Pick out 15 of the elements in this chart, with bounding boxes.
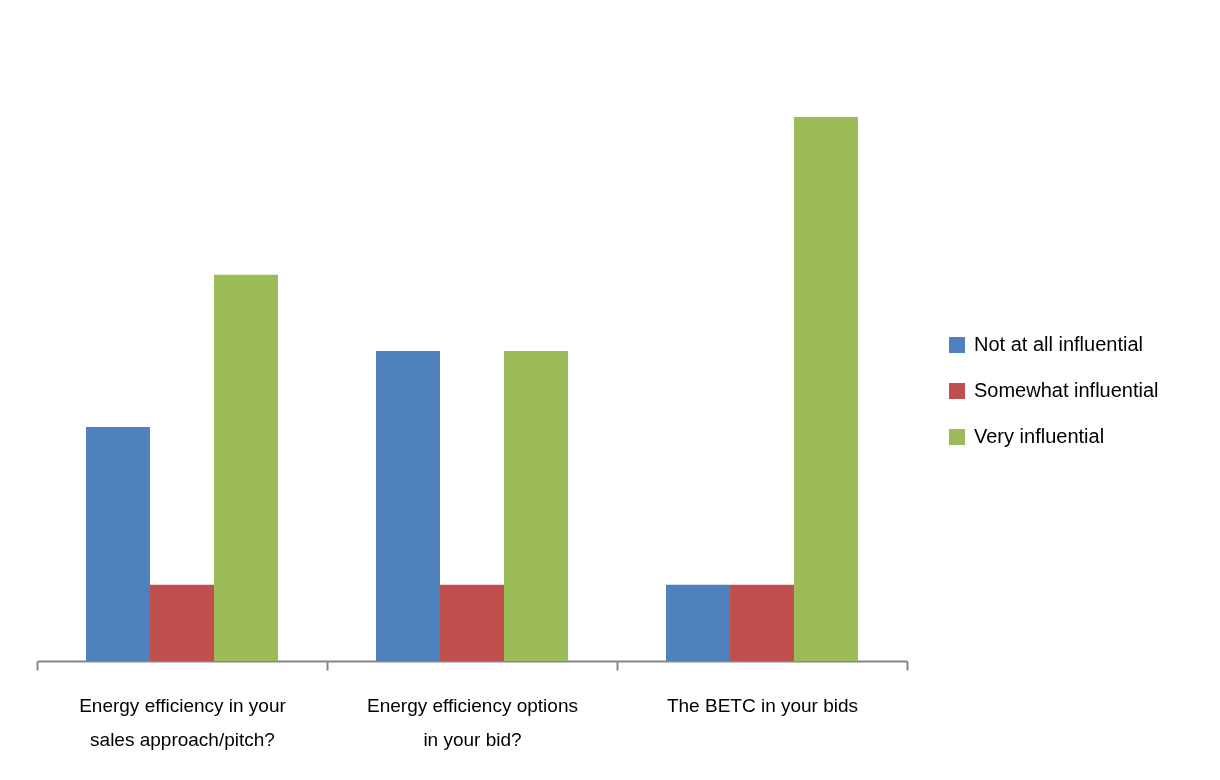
bar: [503, 350, 568, 661]
x-tick-label: Energy efficiency in your sales approach/pitch?: [79, 694, 287, 750]
bar: [213, 274, 278, 661]
bar: [666, 584, 731, 661]
bar: [793, 117, 858, 661]
legend-label: Somewhat influential: [974, 379, 1159, 401]
bar: [86, 427, 151, 661]
x-tick-label: Energy efficiency options in your bid?: [367, 694, 578, 750]
bar: [730, 584, 794, 661]
bar: [440, 584, 504, 661]
bar: [150, 584, 214, 661]
bar: [376, 350, 441, 661]
legend-label: Not at all influential: [974, 333, 1143, 355]
x-tick-label: The BETC in your bids: [666, 694, 859, 716]
legend-label: Very influential: [974, 425, 1105, 447]
